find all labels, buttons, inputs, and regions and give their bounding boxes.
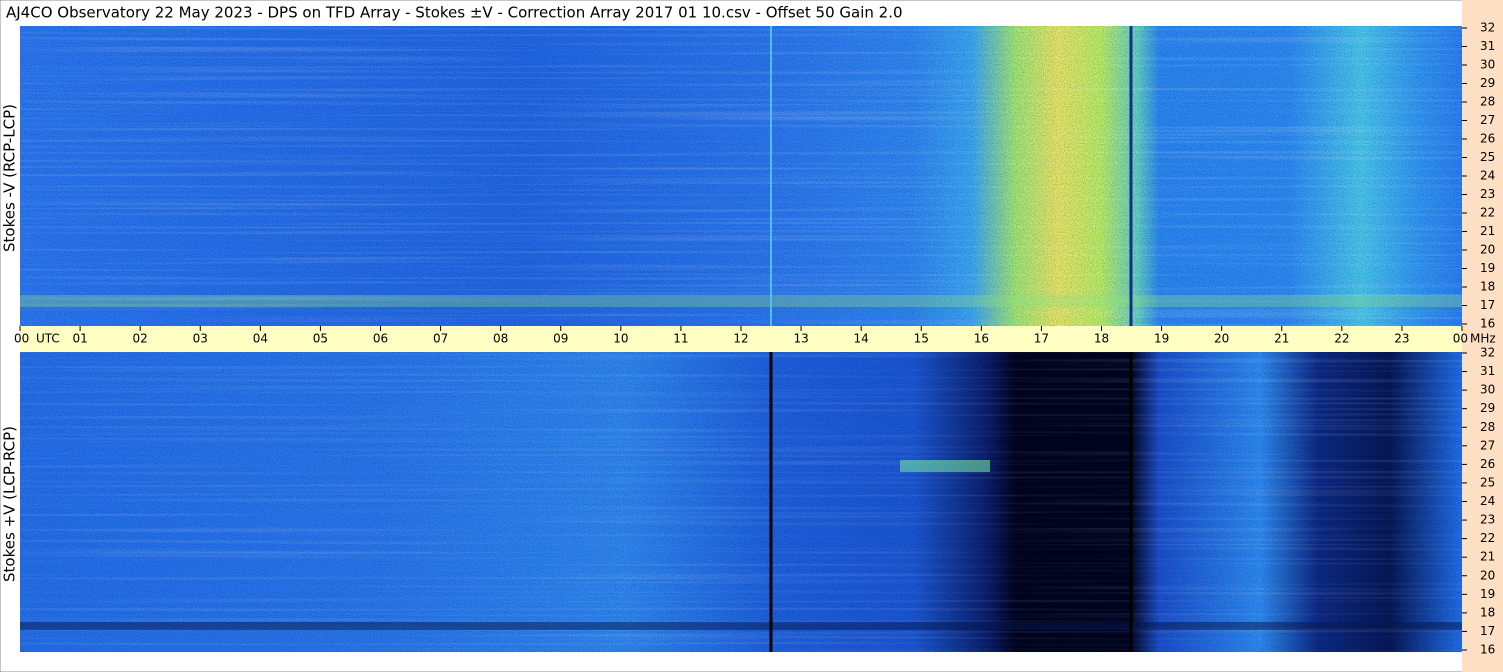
- chart-title: AJ4CO Observatory 22 May 2023 - DPS on T…: [6, 4, 903, 22]
- y-tick-label: 26: [1480, 132, 1495, 146]
- y-tick-label: 28: [1480, 95, 1495, 109]
- x-tick-label: 03: [193, 332, 208, 346]
- x-tick-label: 08: [493, 332, 508, 346]
- frequency-strip: [1462, 0, 1503, 672]
- burst: [900, 460, 990, 472]
- noise: [20, 352, 1462, 652]
- y-tick-label: 29: [1480, 76, 1495, 90]
- y-tick-label: 23: [1480, 187, 1495, 201]
- y-tick-label: 22: [1480, 531, 1495, 545]
- band: [20, 622, 1462, 630]
- x-tick-label: 23: [1394, 332, 1409, 346]
- x-tick-label: 14: [854, 332, 869, 346]
- y-tick-label: 20: [1480, 243, 1495, 257]
- y-tick-label: 21: [1480, 224, 1495, 238]
- y-tick-label: 32: [1480, 346, 1495, 360]
- y-tick-label: 23: [1480, 513, 1495, 527]
- x-tick-label: 00: [14, 332, 29, 346]
- y-tick-label: 25: [1480, 475, 1495, 489]
- y-tick-label: 32: [1480, 21, 1495, 35]
- x-tick-label: 02: [133, 332, 148, 346]
- x-tick-label: 16: [974, 332, 989, 346]
- x-tick-label: 06: [373, 332, 388, 346]
- y-tick-label: 17: [1480, 624, 1495, 638]
- y-tick-label: 19: [1480, 587, 1495, 601]
- panel-label: Stokes -V (RCP-LCP): [1, 104, 19, 252]
- x-tick-label: 20: [1214, 332, 1229, 346]
- y-tick-label: 22: [1480, 206, 1495, 220]
- x-tick-label: 15: [914, 332, 929, 346]
- y-tick-label: 30: [1480, 58, 1495, 72]
- x-tick-label: 10: [613, 332, 628, 346]
- y-tick-label: 26: [1480, 457, 1495, 471]
- y-tick-label: 28: [1480, 420, 1495, 434]
- x-tick-label: 01: [72, 332, 87, 346]
- y-tick-label: 24: [1480, 494, 1495, 508]
- x-tick-label: 09: [553, 332, 568, 346]
- y-tick-label: 29: [1480, 401, 1495, 415]
- y-tick-label: 27: [1480, 113, 1495, 127]
- y-tick-label: 25: [1480, 150, 1495, 164]
- top-spectrogram: [20, 26, 1462, 326]
- y-tick-label: 24: [1480, 169, 1495, 183]
- x-tick-label: 21: [1274, 332, 1289, 346]
- y-tick-label: 20: [1480, 568, 1495, 582]
- x-tick-label: 04: [253, 332, 268, 346]
- y-tick-label: 18: [1480, 280, 1495, 294]
- y-tick-label: 17: [1480, 298, 1495, 312]
- band: [20, 295, 1462, 307]
- x-tick-label: 00: [1453, 332, 1468, 346]
- y-tick-label: 16: [1480, 643, 1495, 657]
- y-tick-label: 27: [1480, 438, 1495, 452]
- x-tick-label: 17: [1034, 332, 1049, 346]
- x-tick-label: 11: [673, 332, 688, 346]
- noise: [20, 26, 1462, 326]
- y-tick-label: 16: [1480, 317, 1495, 331]
- panel-label: Stokes +V (LCP-RCP): [1, 426, 19, 582]
- bottom-spectrogram: [20, 352, 1462, 652]
- y-tick-label: 31: [1480, 364, 1495, 378]
- x-tick-label: 07: [433, 332, 448, 346]
- y-tick-label: 19: [1480, 261, 1495, 275]
- x-tick-label: 19: [1154, 332, 1169, 346]
- y-tick-label: 18: [1480, 605, 1495, 619]
- x-tick-label: 18: [1094, 332, 1109, 346]
- x-tick-label: 05: [313, 332, 328, 346]
- x-tick-label: 13: [793, 332, 808, 346]
- y-tick-label: 31: [1480, 39, 1495, 53]
- y-tick-label: 21: [1480, 550, 1495, 564]
- y-unit-label: MHz: [1470, 332, 1496, 346]
- x-axis-label: UTC: [36, 332, 60, 346]
- x-tick-label: 12: [733, 332, 748, 346]
- y-tick-label: 30: [1480, 383, 1495, 397]
- x-tick-label: 22: [1334, 332, 1349, 346]
